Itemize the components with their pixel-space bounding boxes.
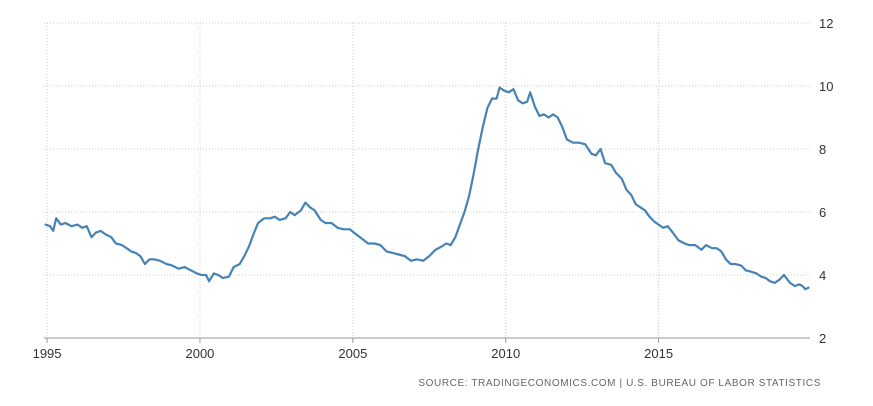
series-line bbox=[44, 86, 810, 291]
x-tick-label: 2000 bbox=[185, 346, 214, 361]
x-tick-label: 1995 bbox=[33, 346, 62, 361]
x-axis-tick-labels: 1995 2000 2005 2010 2015 bbox=[33, 346, 673, 361]
grid-lines bbox=[44, 22, 810, 343]
y-tick-label: 12 bbox=[819, 16, 833, 31]
y-tick-label: 10 bbox=[819, 79, 833, 94]
x-tick-label: 2015 bbox=[644, 346, 673, 361]
y-tick-label: 8 bbox=[819, 142, 826, 157]
x-tick-label: 2005 bbox=[338, 346, 367, 361]
x-tick-label: 2010 bbox=[491, 346, 520, 361]
y-tick-label: 4 bbox=[819, 268, 826, 283]
y-tick-label: 6 bbox=[819, 205, 826, 220]
source-attribution: SOURCE: TRADINGECONOMICS.COM | U.S. BURE… bbox=[418, 378, 821, 389]
y-axis-tick-labels: 2 4 6 8 10 12 bbox=[819, 16, 833, 346]
y-tick-label: 2 bbox=[819, 331, 826, 346]
